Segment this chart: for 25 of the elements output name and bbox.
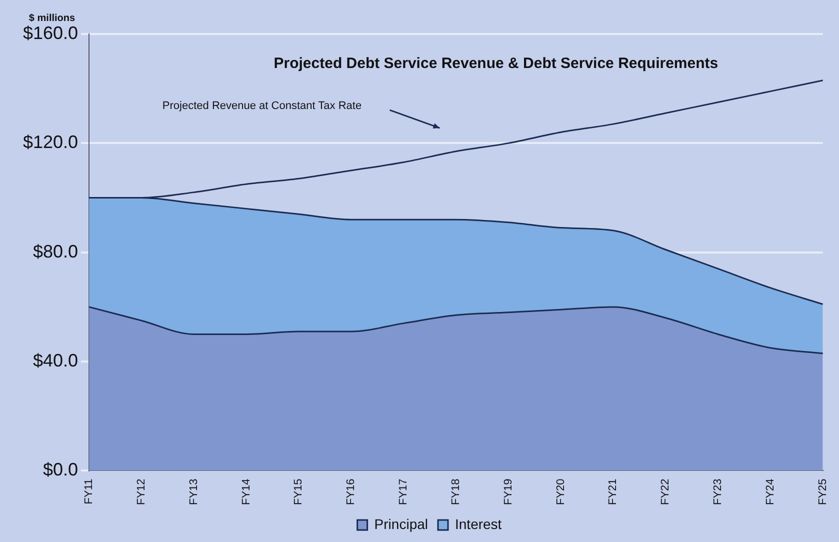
- legend-label: Principal: [374, 516, 428, 532]
- y-tick-label: $160.0: [22, 22, 78, 43]
- x-tick-label: FY12: [135, 478, 148, 506]
- x-tick-label: FY17: [398, 478, 410, 506]
- y-axis-title: $ millions: [28, 12, 76, 24]
- x-tick-label: FY16: [345, 478, 358, 506]
- y-tick-label: $0.0: [43, 460, 78, 480]
- legend-label: Interest: [455, 516, 502, 532]
- x-tick-label: FY21: [607, 478, 620, 506]
- x-tick-label: FY19: [502, 478, 514, 506]
- x-tick-label: FY14: [240, 478, 252, 506]
- y-tick-label: $40.0: [33, 350, 78, 370]
- annotation: Projected Revenue at Constant Tax Rate: [162, 100, 362, 112]
- x-tick-label: FY22: [660, 478, 672, 506]
- x-tick-label: FY24: [764, 478, 776, 506]
- y-tick-label: $80.0: [33, 241, 78, 262]
- x-tick-label: FY13: [188, 478, 200, 506]
- text: Projected Debt Service Revenue & Debt Service Requirements: [274, 55, 718, 72]
- x-tick-label: FY20: [554, 478, 567, 506]
- x-tick-label: FY25: [816, 478, 829, 506]
- y-tick-label: $120.0: [22, 132, 78, 152]
- x-tick-label: FY18: [450, 478, 462, 506]
- x-tick-label: FY23: [712, 478, 724, 506]
- x-tick-label: FY11: [83, 478, 96, 504]
- x-tick-label: FY15: [292, 478, 305, 506]
